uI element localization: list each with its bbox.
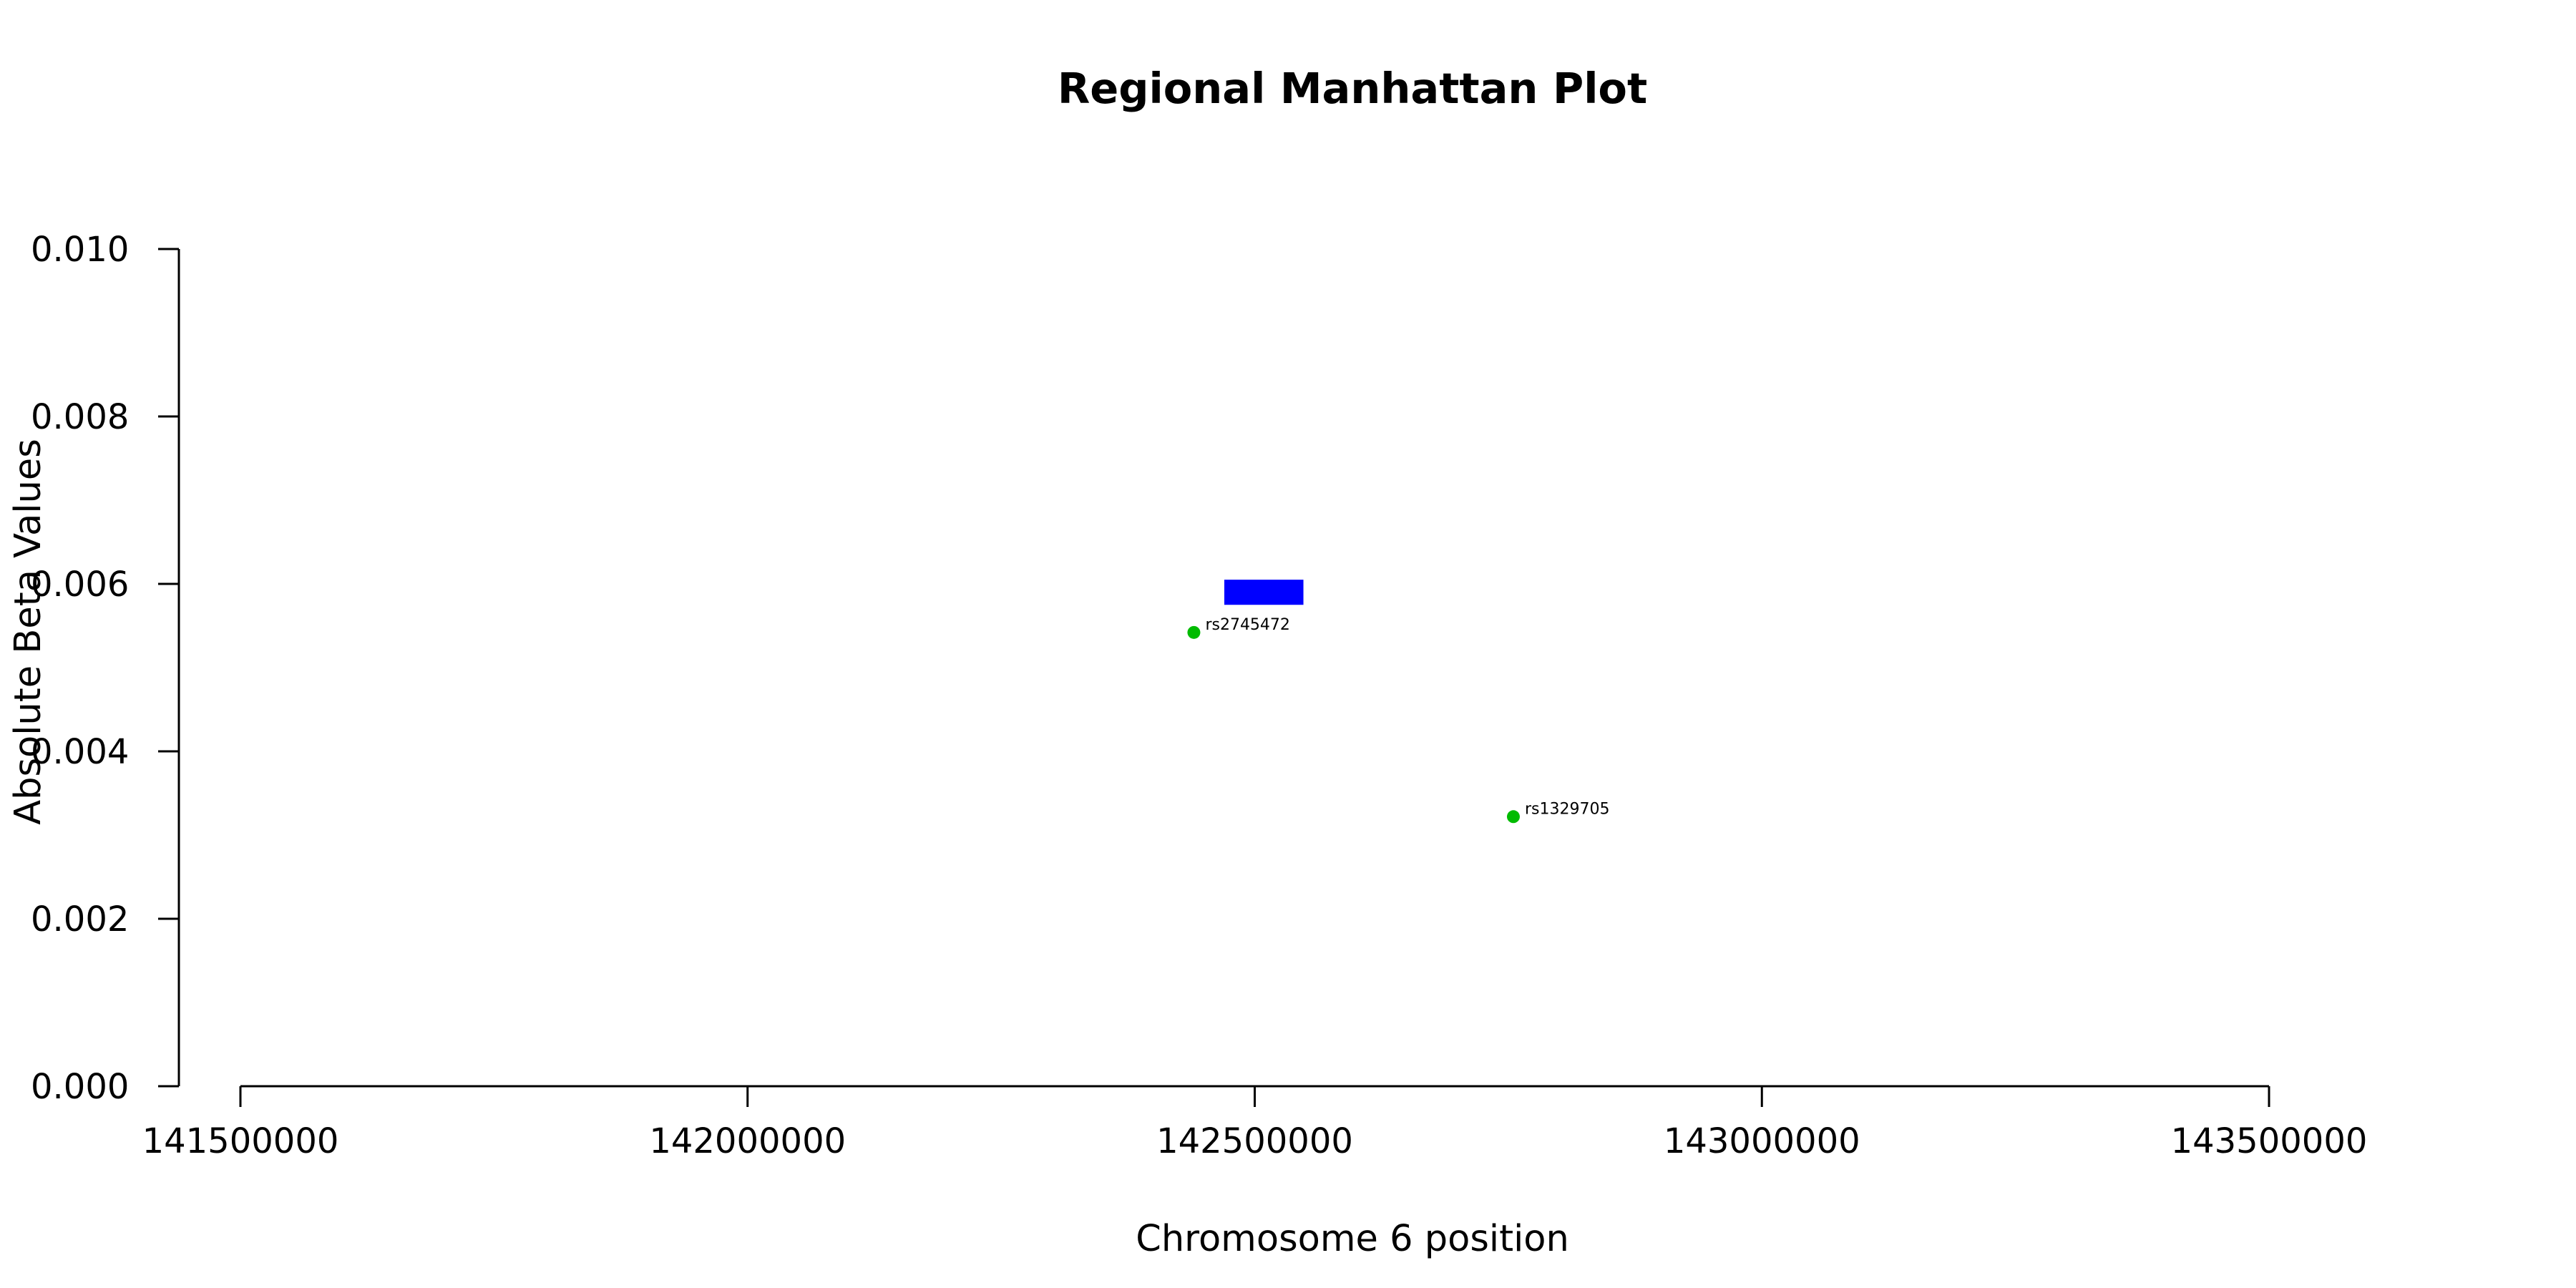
y-tick-label: 0.008 (31, 397, 129, 437)
x-tick-label: 143000000 (1664, 1121, 1860, 1161)
x-ticks: 141500000 142000000 142500000 143000000 1435… (142, 1086, 2368, 1161)
snp-label: rs1329705 (1525, 800, 1610, 818)
y-tick-label: 0.006 (31, 565, 129, 605)
x-tick-label: 141500000 (142, 1121, 339, 1161)
gene-region-bar (1224, 580, 1304, 605)
y-ticks: 0.000 0.002 0.004 0.006 0.008 0.010 (31, 230, 179, 1107)
x-axis: 141500000 142000000 142500000 143000000 1435… (142, 1085, 2368, 1161)
snp-point (1506, 810, 1520, 824)
chart-title: Regional Manhattan Plot (1058, 64, 1647, 113)
y-tick-label: 0.010 (31, 230, 129, 270)
x-tick-label: 142000000 (649, 1121, 846, 1161)
y-tick-label: 0.004 (31, 732, 129, 772)
x-tick-label: 143500000 (2171, 1121, 2368, 1161)
x-tick-label: 142500000 (1156, 1121, 1353, 1161)
y-tick-label: 0.002 (31, 899, 129, 940)
x-axis-label: Chromosome 6 position (1136, 1218, 1569, 1260)
plot-area: rs2745472 rs1329705 (1187, 580, 1610, 824)
y-tick-label: 0.000 (31, 1067, 129, 1107)
y-axis: 0.000 0.002 0.004 0.006 0.008 0.010 (31, 230, 180, 1107)
y-axis-label: Absolute Beta Values (7, 439, 49, 825)
snp-point (1187, 625, 1201, 639)
snp-label: rs2745472 (1205, 616, 1290, 634)
